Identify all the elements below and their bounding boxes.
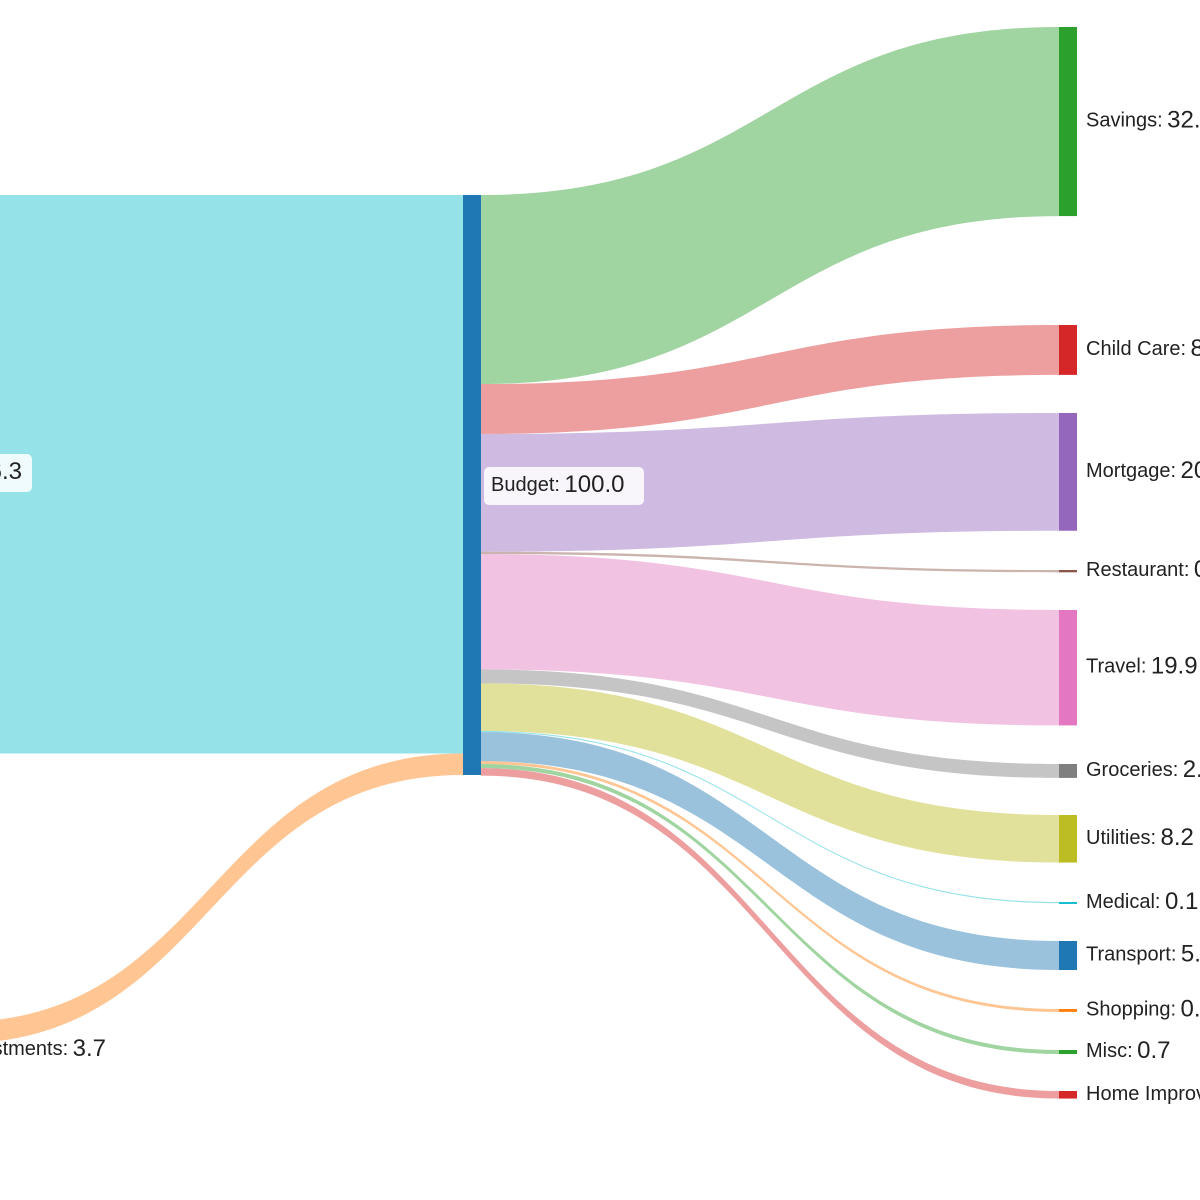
link [481, 732, 1059, 970]
links [0, 27, 1059, 1099]
node-name: Investments: [0, 1038, 68, 1060]
link [481, 413, 1059, 552]
node [1059, 27, 1077, 217]
node [1059, 325, 1077, 375]
node-name: Budget: [491, 474, 560, 496]
link [481, 554, 1059, 726]
node-value: 5.0 [1181, 941, 1200, 968]
node [1059, 610, 1077, 726]
node-value: 3.7 [73, 1035, 106, 1062]
link [0, 753, 463, 1041]
node [1059, 764, 1077, 778]
node-value: 0.4 [1194, 557, 1200, 584]
node-label: Travel: 19.9 [1086, 653, 1198, 680]
node-label: Savings: 32.6 [1086, 107, 1200, 134]
node-name: Medical: [1086, 891, 1160, 913]
link [481, 669, 1059, 778]
node-label: Medical: 0.1 [1086, 888, 1198, 915]
node-value: 32.6 [1167, 107, 1200, 134]
node-name: Child Care: [1086, 338, 1186, 360]
link [481, 764, 1059, 1055]
node [1059, 902, 1077, 904]
link [481, 325, 1059, 434]
node-label: Transport: 5.0 [1086, 941, 1200, 968]
node [1059, 413, 1077, 531]
node-value: 0.5 [1181, 996, 1200, 1023]
node-value: 2.4 [1183, 756, 1200, 783]
link [481, 551, 1059, 573]
node-name: Transport: [1086, 944, 1176, 966]
link [0, 194, 463, 754]
link [481, 761, 1059, 1012]
node-label: Restaurant: 0.4 [1086, 557, 1200, 584]
node-name: Savings: [1086, 110, 1163, 132]
node-value: 0.1 [1165, 888, 1198, 915]
node-label: Investments: 3.7 [0, 1035, 106, 1062]
node [1059, 1091, 1077, 1099]
node-value: 20.3 [1181, 457, 1200, 484]
node [1059, 941, 1077, 970]
node [1059, 815, 1077, 863]
node-label: Misc: 0.7 [1086, 1037, 1171, 1064]
node-name: Misc: [1086, 1040, 1133, 1062]
link [481, 730, 1059, 904]
node-label: Shopping: 0.5 [1086, 996, 1200, 1023]
node-name: Utilities: [1086, 827, 1156, 849]
node-value: 19.9 [1151, 653, 1198, 680]
node [1059, 1050, 1077, 1055]
node-name: Travel: [1086, 656, 1146, 678]
node-label: Budget: 100.0 [491, 471, 624, 498]
node-label: Home Improvement: 1.3 [1086, 1080, 1200, 1107]
node-value: 100.0 [564, 471, 624, 498]
label-box [484, 467, 644, 505]
node-value: 8.6 [1191, 335, 1200, 362]
node-value: 0.7 [1137, 1037, 1170, 1064]
node [1059, 570, 1077, 573]
node [463, 195, 481, 775]
node-name: Groceries: [1086, 759, 1178, 781]
link [481, 27, 1059, 385]
node [1059, 1009, 1077, 1012]
node-label: Salary: 96.3 [0, 458, 22, 485]
node-value: 96.3 [0, 458, 22, 485]
node-value: 8.2 [1160, 824, 1193, 851]
link [481, 683, 1059, 863]
node-label: Utilities: 8.2 [1086, 824, 1194, 851]
node-label: Child Care: 8.6 [1086, 335, 1200, 362]
node-name: Restaurant: [1086, 559, 1189, 581]
link [481, 768, 1059, 1099]
node-name: Shopping: [1086, 999, 1176, 1021]
node-name: Home Improvement: [1086, 1083, 1200, 1105]
node-label: Mortgage: 20.3 [1086, 457, 1200, 484]
node-label: Groceries: 2.4 [1086, 756, 1200, 783]
label-box [0, 454, 32, 492]
node-name: Mortgage: [1086, 460, 1176, 482]
